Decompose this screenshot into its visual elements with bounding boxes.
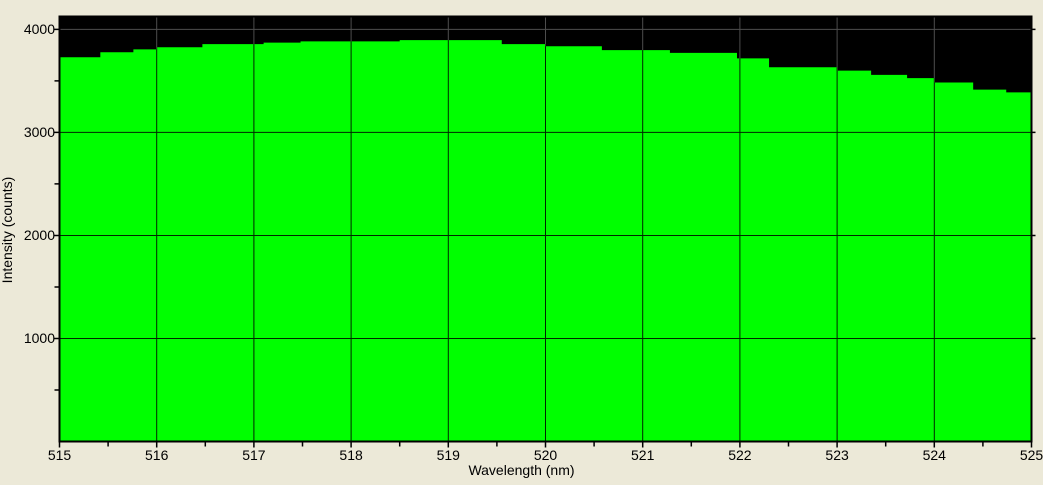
x-tick-label: 516 bbox=[145, 447, 169, 463]
y-tick-label: 3000 bbox=[23, 124, 55, 141]
y-tick-label: 1000 bbox=[23, 330, 55, 347]
x-tick-label: 515 bbox=[47, 447, 72, 463]
x-tick-label: 517 bbox=[242, 447, 266, 463]
x-tick-label: 525 bbox=[1019, 447, 1043, 463]
y-tick-label: 2000 bbox=[23, 227, 55, 244]
x-tick-label: 520 bbox=[533, 447, 558, 463]
plot-border bbox=[58, 15, 1033, 443]
x-tick-label: 522 bbox=[728, 447, 752, 463]
gridlines-over-spectrum bbox=[59, 40, 1032, 442]
x-tick-label: 523 bbox=[825, 447, 849, 463]
axis-ticks bbox=[53, 28, 1036, 448]
x-tick-label: 521 bbox=[631, 447, 655, 463]
x-tick-label: 519 bbox=[436, 447, 460, 463]
x-axis-title: Wavelength (nm) bbox=[468, 462, 575, 478]
x-tick-label: 518 bbox=[339, 447, 363, 463]
x-tick-label: 524 bbox=[922, 447, 946, 463]
y-tick-label: 4000 bbox=[23, 21, 55, 38]
